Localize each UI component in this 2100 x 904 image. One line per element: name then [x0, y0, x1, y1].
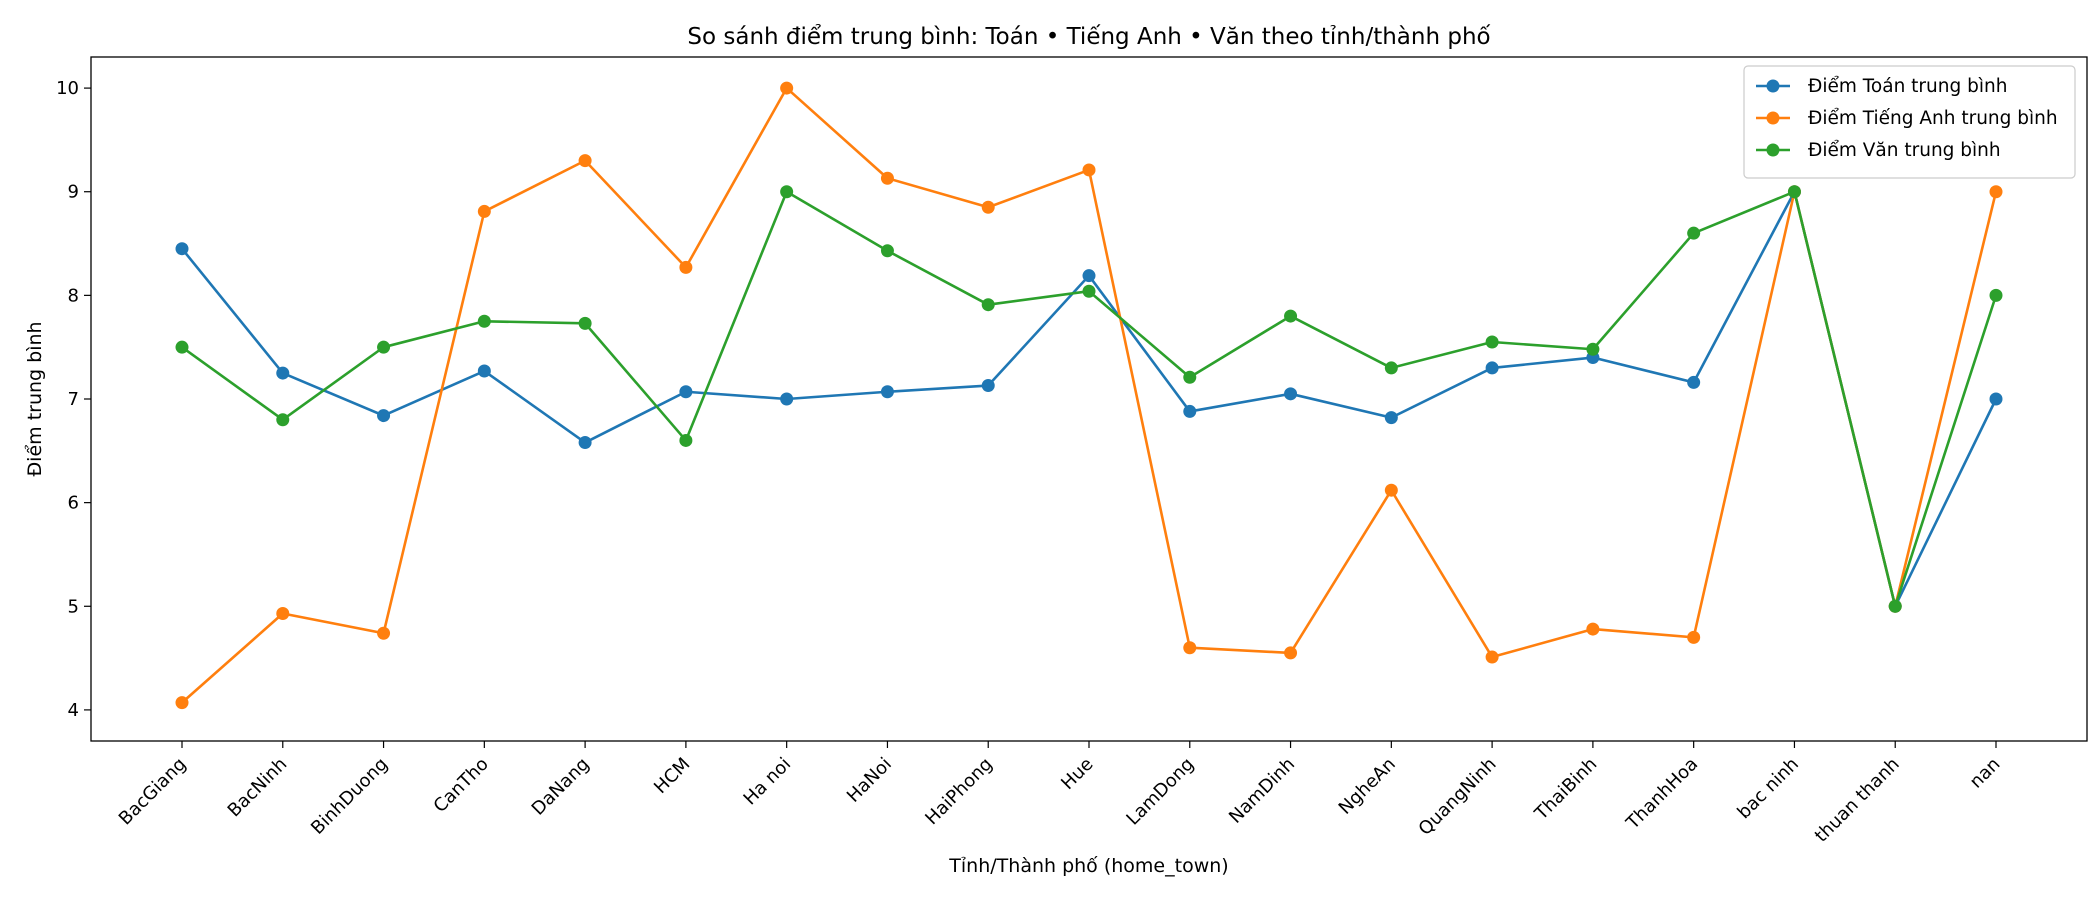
series-1-point: [477, 204, 491, 218]
x-tick-label: bac ninh: [1733, 754, 1803, 824]
series-2-point: [578, 316, 592, 330]
series-line-2: [181, 190, 1998, 608]
series-1-point: [1284, 646, 1298, 660]
y-axis-label: Điểm trung bình: [24, 321, 46, 476]
series-2-point: [175, 340, 189, 354]
y-tick-label: 7: [68, 389, 79, 410]
legend-swatch-marker: [1766, 79, 1780, 93]
legend-entry-label: Điểm Tiếng Anh trung bình: [1808, 108, 2058, 129]
series-0-point: [1989, 392, 2003, 406]
series-2-point: [1384, 361, 1398, 375]
series-1-point: [1485, 650, 1499, 664]
series-1-point: [1687, 630, 1701, 644]
series-2-point: [1687, 226, 1701, 240]
x-axis-label: Tỉnh/Thành phố (home_town): [948, 855, 1228, 877]
x-tick-label: nan: [1966, 754, 2005, 793]
y-tick-label: 9: [68, 182, 79, 203]
x-tick-label: NgheAn: [1335, 754, 1400, 819]
x-tick-label: NamDinh: [1225, 754, 1299, 828]
series-2-point: [880, 244, 894, 258]
legend-box: [1743, 65, 2076, 179]
series-0-point: [477, 364, 491, 378]
x-tick-label: HCM: [650, 754, 694, 798]
series-0-point: [1183, 404, 1197, 418]
series-1-point: [175, 696, 189, 710]
plot-area-frame: [90, 56, 2088, 742]
series-line-1: [181, 86, 1998, 704]
series-0-point: [780, 392, 794, 406]
series-2-point: [679, 433, 693, 447]
series-2-point: [1888, 599, 1902, 613]
x-tick-label: BacNinh: [224, 754, 292, 822]
series-2-point: [1485, 335, 1499, 349]
y-axis-ticks: 4 5 6 7 8 9 10: [56, 78, 91, 721]
y-tick-label: 8: [68, 285, 79, 306]
series-1-point: [1183, 641, 1197, 655]
x-tick-label: LamDong: [1122, 754, 1198, 830]
x-axis-ticks: BacGiang BacNinh BinhDuong CanTho DaNang HCM H…: [115, 741, 2005, 847]
series-0-point: [1284, 387, 1298, 401]
series-2-point: [780, 185, 794, 199]
series-2-point: [1586, 342, 1600, 356]
series-1-point: [1989, 185, 2003, 199]
legend: Điểm Toán trung bình Điểm Tiếng Anh trung…: [1743, 65, 2076, 179]
series-2-point: [477, 314, 491, 328]
series-1-point: [377, 626, 391, 640]
y-tick-label: 4: [68, 700, 79, 721]
x-tick-label: ThanhHoa: [1622, 754, 1702, 834]
x-tick-label: BinhDuong: [307, 754, 392, 839]
series-0-point: [1687, 375, 1701, 389]
series-1-point: [1384, 483, 1398, 497]
series-1-point: [780, 81, 794, 95]
series-0-point: [880, 385, 894, 399]
y-tick-label: 5: [68, 596, 79, 617]
series-0-point: [981, 379, 995, 393]
series-1-point: [1586, 622, 1600, 636]
series-2-point: [1284, 309, 1298, 323]
series-2-point: [276, 413, 290, 427]
series-0-point: [1485, 361, 1499, 375]
x-tick-label: HaiPhong: [921, 754, 996, 829]
series-2-point: [981, 298, 995, 312]
x-tick-label: thuan thanh: [1811, 754, 1904, 847]
series-layer: [175, 81, 2003, 710]
series-1-point: [1082, 163, 1096, 177]
series-0-point: [1082, 269, 1096, 283]
series-line-0: [180, 190, 1998, 608]
x-tick-label: ThaiBinh: [1530, 754, 1601, 825]
series-2-point: [1787, 185, 1801, 199]
series-0-point: [679, 385, 693, 399]
legend-swatch-marker: [1766, 111, 1780, 125]
series-0-point: [175, 242, 189, 256]
series-2-point: [377, 340, 391, 354]
series-0-point: [377, 409, 391, 423]
series-1-point: [578, 154, 592, 168]
x-tick-label: CanTho: [430, 754, 493, 817]
y-tick-label: 10: [56, 78, 79, 99]
series-1-point: [981, 200, 995, 214]
series-2-point: [1989, 288, 2003, 302]
series-0-point: [1384, 411, 1398, 425]
series-2-point: [1183, 370, 1197, 384]
x-tick-label: BacGiang: [115, 754, 191, 830]
x-tick-label: Ha noi: [740, 754, 796, 810]
series-0-point: [276, 366, 290, 380]
x-tick-label: HaNoi: [843, 754, 896, 807]
x-tick-label: QuangNinh: [1415, 754, 1501, 840]
series-1-point: [679, 260, 693, 274]
x-tick-label: DaNang: [528, 754, 594, 820]
legend-swatch-marker: [1766, 143, 1780, 157]
series-1-point: [880, 171, 894, 185]
y-tick-label: 6: [68, 493, 79, 514]
series-0-point: [578, 436, 592, 450]
series-1-point: [276, 607, 290, 621]
legend-entry-label: Điểm Văn trung bình: [1808, 140, 2001, 161]
legend-entry-label: Điểm Toán trung bình: [1808, 76, 2007, 97]
series-2-point: [1082, 284, 1096, 298]
x-tick-label: Hue: [1057, 754, 1097, 794]
chart-title: So sánh điểm trung bình: Toán • Tiếng An…: [687, 24, 1490, 50]
